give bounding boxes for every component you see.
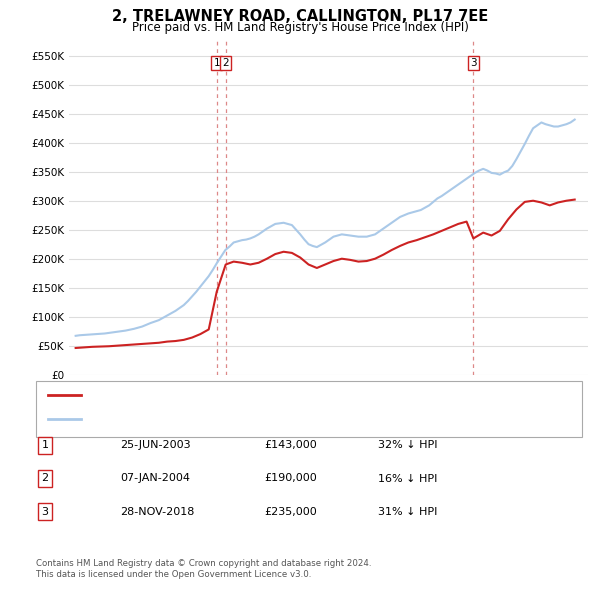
Text: 28-NOV-2018: 28-NOV-2018 (120, 507, 194, 516)
Text: 1: 1 (214, 58, 220, 68)
Text: 07-JAN-2004: 07-JAN-2004 (120, 474, 190, 483)
Text: 3: 3 (470, 58, 477, 68)
Text: 32% ↓ HPI: 32% ↓ HPI (378, 441, 437, 450)
Text: 2, TRELAWNEY ROAD, CALLINGTON, PL17 7EE (detached house): 2, TRELAWNEY ROAD, CALLINGTON, PL17 7EE … (87, 391, 420, 400)
Text: 2: 2 (223, 58, 229, 68)
Text: 16% ↓ HPI: 16% ↓ HPI (378, 474, 437, 483)
Text: 25-JUN-2003: 25-JUN-2003 (120, 441, 191, 450)
Text: This data is licensed under the Open Government Licence v3.0.: This data is licensed under the Open Gov… (36, 571, 311, 579)
Text: 2, TRELAWNEY ROAD, CALLINGTON, PL17 7EE: 2, TRELAWNEY ROAD, CALLINGTON, PL17 7EE (112, 9, 488, 24)
Text: 1: 1 (41, 441, 49, 450)
Text: £235,000: £235,000 (264, 507, 317, 516)
Text: Contains HM Land Registry data © Crown copyright and database right 2024.: Contains HM Land Registry data © Crown c… (36, 559, 371, 568)
Text: £143,000: £143,000 (264, 441, 317, 450)
Text: 3: 3 (41, 507, 49, 516)
Text: £190,000: £190,000 (264, 474, 317, 483)
Text: 31% ↓ HPI: 31% ↓ HPI (378, 507, 437, 516)
Text: 2: 2 (41, 474, 49, 483)
Text: HPI: Average price, detached house, Cornwall: HPI: Average price, detached house, Corn… (87, 414, 325, 424)
Text: Price paid vs. HM Land Registry's House Price Index (HPI): Price paid vs. HM Land Registry's House … (131, 21, 469, 34)
